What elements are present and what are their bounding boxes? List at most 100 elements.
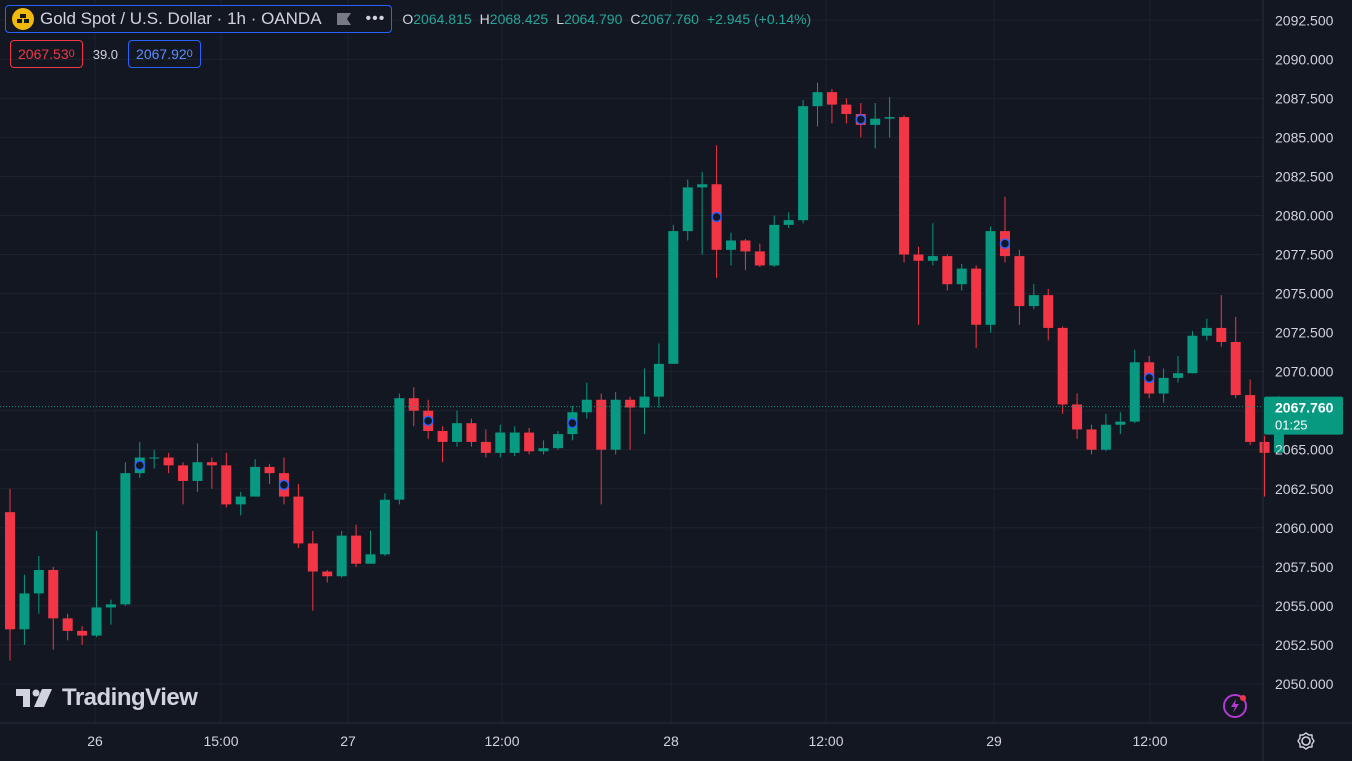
candle	[495, 424, 506, 458]
candle	[1187, 331, 1198, 374]
flag-icon[interactable]	[336, 12, 352, 26]
candle-body	[264, 466, 275, 474]
event-marker[interactable]	[134, 460, 146, 471]
candle	[307, 530, 318, 611]
candle-body	[1014, 256, 1025, 307]
ohlc-values: O 2064.815 H 2068.425 L 2064.790 C 2067.…	[402, 11, 819, 27]
candle	[134, 441, 145, 478]
candle-body	[783, 220, 794, 225]
candle-body	[62, 618, 73, 631]
candle	[524, 427, 535, 455]
ohlc-close-value: 2067.760	[640, 11, 699, 27]
event-marker[interactable]	[855, 114, 867, 125]
sell-button[interactable]: 2067.53 0	[10, 40, 83, 68]
event-marker[interactable]	[1143, 372, 1155, 384]
price-tick-label: 2070.000	[1275, 364, 1334, 380]
candle-body	[985, 231, 996, 325]
time-axis[interactable]: 26 15:00 27 12:00 28 12:00 29 12:00	[87, 733, 1168, 749]
ohlc-close-key: C	[630, 11, 641, 27]
candle-body	[250, 466, 261, 497]
event-markers	[134, 114, 1155, 491]
candle-body	[293, 496, 304, 544]
candle	[668, 224, 679, 364]
candle-body	[942, 256, 953, 285]
price-tick-label: 2087.500	[1275, 90, 1334, 106]
candle-body	[149, 457, 160, 459]
buy-button[interactable]: 2067.92 0	[128, 40, 201, 68]
candle-body	[495, 432, 506, 453]
event-marker[interactable]	[711, 211, 722, 223]
candle-body	[1158, 377, 1169, 394]
price-tick-label: 2090.000	[1275, 51, 1334, 67]
candle-body	[163, 457, 174, 466]
candle	[971, 265, 982, 349]
candle-body	[1245, 395, 1256, 442]
candle-body	[1216, 327, 1227, 342]
candle-body	[192, 462, 203, 481]
event-marker[interactable]	[278, 479, 290, 491]
sell-price: 2067.53	[18, 46, 69, 62]
candle	[942, 254, 953, 291]
symbol-box[interactable]: Gold Spot / U.S. Dollar · 1h · OANDA •••	[5, 5, 393, 33]
candle-body	[91, 607, 102, 636]
candle	[625, 396, 636, 450]
candle	[841, 98, 852, 124]
candle	[509, 426, 520, 456]
candle-body	[956, 268, 967, 285]
candle-body	[322, 571, 333, 577]
price-tick-label: 2085.000	[1275, 129, 1334, 145]
gear-icon[interactable]	[1296, 731, 1316, 751]
ohlc-high-value: 2068.425	[489, 11, 549, 27]
gold-icon	[12, 8, 34, 30]
candle	[1072, 393, 1083, 439]
candle-body	[365, 554, 376, 564]
more-icon[interactable]: •••	[365, 10, 386, 27]
candle	[653, 343, 664, 408]
lightning-icon[interactable]	[1222, 693, 1248, 719]
candle	[192, 443, 203, 492]
candle-body	[726, 240, 736, 250]
tradingview-logo[interactable]: TradingView	[16, 684, 198, 712]
candle-body	[351, 535, 362, 564]
candle	[452, 410, 463, 447]
candle	[264, 463, 275, 485]
candle-body	[625, 399, 636, 408]
spread-value: 39.0	[92, 46, 119, 62]
candle-body	[1201, 327, 1212, 336]
chart-grid	[0, 0, 1263, 723]
candle	[899, 115, 910, 263]
candle	[62, 613, 73, 641]
candle-body	[77, 630, 88, 636]
countdown-value: 01:25	[1275, 418, 1308, 433]
buy-price: 2067.92	[136, 46, 187, 62]
time-tick-label: 12:00	[1132, 733, 1167, 749]
event-marker[interactable]	[567, 417, 578, 429]
candle	[1014, 249, 1025, 325]
brand-name: TradingView	[62, 684, 198, 711]
price-axis[interactable]: 2050.000 2052.500 2055.000 2057.500 2060.000…	[1275, 12, 1334, 692]
candle-body	[596, 399, 607, 450]
price-tick-label: 2055.000	[1275, 598, 1334, 614]
candle	[884, 96, 895, 138]
candle	[466, 418, 477, 447]
candle-body	[437, 430, 448, 442]
candle-body	[48, 569, 59, 619]
candle	[77, 626, 88, 645]
candle	[985, 226, 996, 333]
symbol-title: Gold Spot / U.S. Dollar · 1h · OANDA	[40, 9, 322, 28]
event-marker[interactable]	[422, 415, 434, 427]
time-tick-label: 29	[986, 733, 1002, 749]
candle	[769, 215, 780, 268]
candle	[913, 246, 924, 325]
event-marker[interactable]	[999, 238, 1011, 249]
candle	[322, 569, 333, 583]
candle-body	[235, 496, 246, 505]
candle	[120, 462, 131, 606]
candle	[927, 223, 938, 266]
candle-body	[639, 396, 650, 408]
candle-body	[33, 569, 44, 594]
candle	[206, 457, 217, 489]
candle	[1028, 284, 1039, 310]
price-tick-label: 2060.000	[1275, 520, 1334, 536]
